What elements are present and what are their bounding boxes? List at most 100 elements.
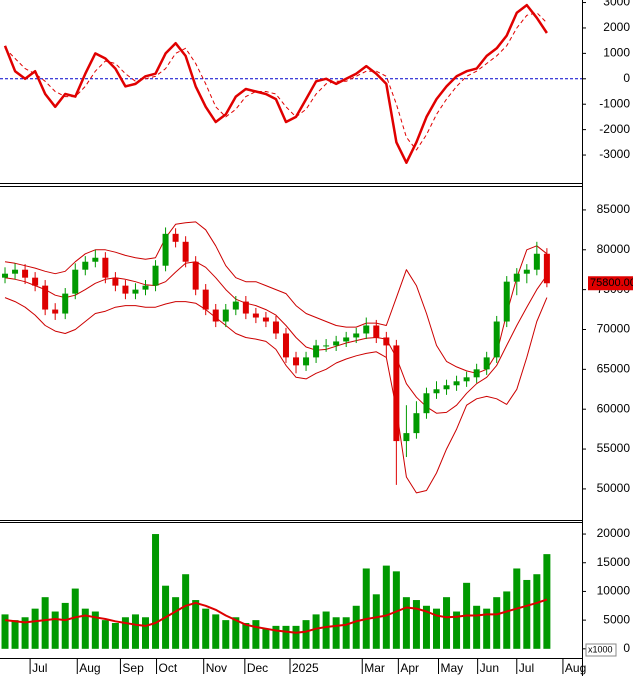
volume-bar — [31, 608, 39, 649]
candle-body — [32, 277, 39, 286]
volume-bar — [312, 614, 320, 649]
candle-body — [373, 325, 380, 338]
volume-bar — [543, 554, 551, 649]
candle-body — [112, 277, 119, 286]
volume-bar — [503, 591, 511, 649]
volume-bar — [21, 617, 29, 649]
volume-bar — [51, 611, 59, 649]
volume-bar — [41, 597, 49, 649]
volume-bar — [433, 608, 440, 649]
volume-bar — [322, 611, 330, 649]
x-tick-label: May — [441, 661, 464, 675]
candle-body — [2, 273, 9, 278]
candle-body — [192, 261, 199, 290]
volume-bar — [443, 597, 451, 649]
series-line — [4, 261, 548, 414]
candle-body — [12, 269, 19, 274]
candle-body — [242, 301, 249, 314]
x-tick-label: Dec — [247, 661, 268, 675]
candle-body — [212, 309, 219, 322]
candle-body — [252, 313, 259, 318]
volume-bar — [533, 574, 541, 649]
series-line — [4, 297, 548, 494]
x-tick-label: Oct — [159, 661, 178, 675]
volume-bar — [142, 617, 149, 649]
candle-body — [162, 233, 169, 266]
candle-body — [483, 357, 490, 370]
candle-body — [52, 309, 59, 314]
candle-body — [262, 317, 269, 322]
candle-body — [533, 253, 540, 270]
candle-body — [282, 333, 289, 358]
volume-bar — [332, 617, 340, 649]
y-tick-label: 65000 — [597, 362, 631, 376]
candle-body — [202, 289, 209, 310]
candle-body — [393, 345, 400, 442]
y-tick-label: 5000 — [603, 612, 630, 626]
volume-bar — [362, 568, 370, 649]
y-tick-label: 70000 — [597, 322, 631, 336]
candle-body — [122, 285, 129, 294]
unit-label: x1000 — [588, 644, 613, 654]
volume-bar — [453, 611, 461, 649]
volume-bar — [262, 628, 270, 649]
candle-body — [523, 269, 530, 274]
candle-body — [353, 333, 360, 338]
candle-body — [493, 321, 500, 358]
candle-body — [323, 345, 330, 347]
candle-body — [182, 241, 189, 262]
last-price-label: 75800.00 — [590, 277, 633, 289]
volume-bar — [523, 579, 531, 649]
volume-bar — [372, 594, 380, 649]
candle-body — [272, 321, 279, 334]
volume-bar — [1, 614, 9, 649]
unit-box — [585, 643, 617, 657]
volume-bar — [131, 614, 139, 649]
candle-body — [132, 289, 139, 294]
volume-bar — [202, 608, 210, 649]
volume-bar — [382, 565, 390, 649]
candle-body — [22, 269, 29, 278]
candle-body — [543, 253, 550, 284]
x-tick-label: Nov — [206, 661, 227, 675]
x-tick-label: 2025 — [292, 661, 319, 675]
volume-bar — [222, 620, 230, 649]
x-tick-label: Apr — [400, 661, 419, 675]
volume-bar — [71, 588, 79, 649]
candle-body — [303, 357, 310, 366]
x-tick-label: Sep — [122, 661, 144, 675]
candle-body — [313, 345, 320, 358]
series-line — [4, 12, 548, 151]
y-tick-label: 0 — [623, 71, 630, 85]
y-tick-label: 2000 — [603, 20, 630, 34]
volume-bar — [212, 614, 220, 649]
candle-body — [453, 381, 460, 386]
y-tick-label: 60000 — [597, 401, 631, 415]
volume-bar — [342, 617, 350, 649]
y-tick-label: 20000 — [597, 526, 631, 540]
candle-body — [102, 257, 109, 278]
volume-bar — [242, 622, 250, 649]
volume-bar — [412, 600, 420, 649]
candle-body — [343, 337, 350, 342]
candle-body — [152, 265, 159, 286]
y-tick-label: 10000 — [597, 584, 631, 598]
candle-body — [503, 281, 510, 322]
y-tick-label: 85000 — [597, 202, 631, 216]
series-line — [3, 3, 548, 164]
candle-body — [92, 257, 99, 262]
candle-body — [62, 293, 69, 314]
volume-bar — [252, 620, 260, 649]
candle-body — [363, 325, 370, 334]
x-tick-label: Jul — [32, 661, 47, 675]
candle-body — [333, 341, 340, 346]
volume-bar — [11, 620, 19, 649]
candle-body — [473, 369, 480, 378]
candle-body — [293, 357, 300, 366]
volume-bar — [232, 617, 240, 649]
candle-body — [232, 301, 239, 310]
volume-bar — [493, 597, 501, 649]
volume-bar — [282, 625, 290, 649]
